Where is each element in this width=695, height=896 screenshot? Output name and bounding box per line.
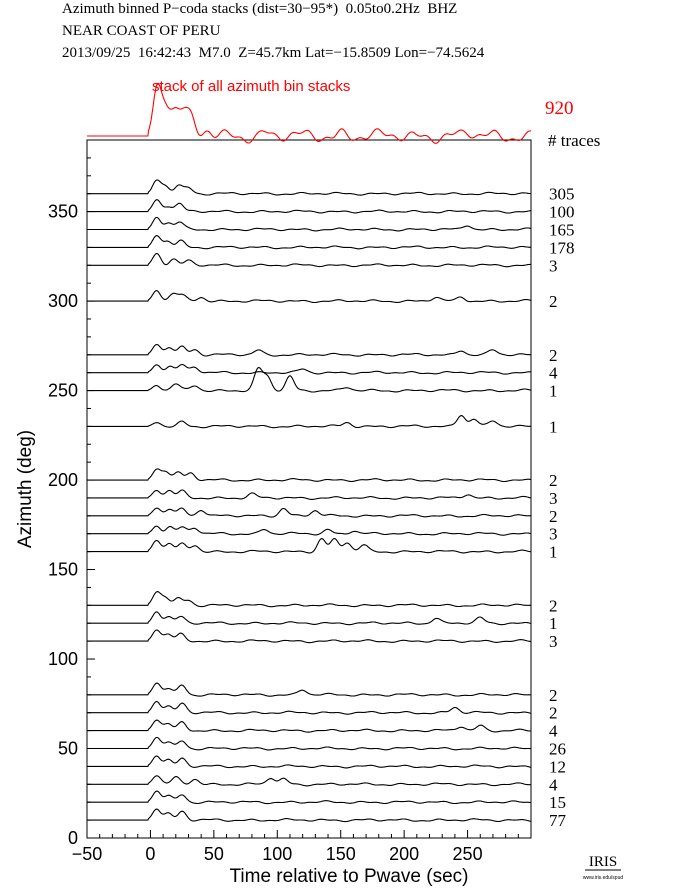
trace-az-360 <box>87 179 532 196</box>
y-tick-label-0: 0 <box>68 828 78 848</box>
trace-az-50 <box>87 736 532 751</box>
trace-az-320 <box>87 252 531 268</box>
trace-az-330 <box>87 235 531 250</box>
header-line-3: 2013/09/25 16:42:43 M7.0 Z=45.7km Lat=−1… <box>62 45 485 61</box>
y-axis-label: Azimuth (deg) <box>15 430 36 548</box>
trace-count-az-340: 165 <box>549 221 575 240</box>
y-tick-label-250: 250 <box>48 381 78 401</box>
trace-count-az-80: 2 <box>549 686 558 705</box>
trace-az-80 <box>87 682 531 697</box>
iris-logo: IRIS www.iris.edu/spud <box>583 854 624 881</box>
trace-count-az-300: 2 <box>549 292 558 311</box>
trace-count-az-320: 3 <box>549 256 558 275</box>
trace-az-130 <box>87 591 532 608</box>
trace-az-20 <box>87 790 532 805</box>
trace-count-az-20: 15 <box>549 793 566 812</box>
trace-count-az-350: 100 <box>549 203 575 222</box>
x-tick-label-50: 50 <box>204 844 224 864</box>
top-stack-count: 920 <box>545 98 574 119</box>
x-tick-label-150: 150 <box>326 844 356 864</box>
trace-count-az-170: 3 <box>549 525 558 544</box>
trace-az-170 <box>87 525 532 536</box>
y-tick-label-150: 150 <box>48 560 78 580</box>
trace-az-350 <box>87 199 531 214</box>
trace-az-300 <box>87 290 532 304</box>
trace-az-260 <box>87 363 532 375</box>
trace-count-az-30: 4 <box>549 775 558 794</box>
trace-az-10 <box>87 808 532 823</box>
trace-count-az-120: 1 <box>549 614 558 633</box>
top-stack-group: stack of all azimuth bin stacks 920 # trac… <box>87 78 600 150</box>
axes-group: −50 0 50 100 150 200 250050100150200250300350T… <box>15 157 519 887</box>
trace-count-az-110: 3 <box>549 632 558 651</box>
y-tick-label-300: 300 <box>48 291 78 311</box>
y-tick-label-100: 100 <box>48 649 78 669</box>
y-tick-label-350: 350 <box>48 202 78 222</box>
x-axis-label: Time relative to Pwave (sec) <box>230 866 469 887</box>
trace-count-az-330: 178 <box>549 238 575 257</box>
trace-az-230 <box>87 415 531 429</box>
x-tick-label-0: 0 <box>145 844 155 864</box>
top-stack-trace <box>87 82 532 144</box>
x-tick-label-100: 100 <box>262 844 292 864</box>
plot-border <box>86 139 532 839</box>
trace-count-az-160: 1 <box>549 543 558 562</box>
top-stack-label: stack of all azimuth bin stacks <box>152 78 350 95</box>
x-tick-label-200: 200 <box>389 844 419 864</box>
header-line-2: NEAR COAST OF PERU <box>62 23 221 39</box>
trace-az-270 <box>87 343 532 357</box>
y-tick-label-200: 200 <box>48 470 78 490</box>
trace-count-az-260: 4 <box>549 364 558 383</box>
trace-az-120 <box>87 611 532 626</box>
trace-count-az-270: 2 <box>549 346 558 365</box>
trace-az-40 <box>87 755 532 769</box>
traces-header: # traces <box>548 131 600 150</box>
trace-count-az-190: 3 <box>549 489 558 508</box>
trace-count-az-360: 305 <box>549 185 575 204</box>
plot-frame <box>86 139 532 839</box>
iris-logo-text: IRIS <box>589 854 617 870</box>
trace-count-az-200: 2 <box>549 471 558 490</box>
trace-az-70 <box>87 700 532 715</box>
trace-az-110 <box>87 629 531 644</box>
trace-count-az-40: 12 <box>549 757 566 776</box>
trace-count-az-250: 1 <box>549 382 558 401</box>
y-tick-label-50: 50 <box>58 739 78 759</box>
trace-az-60 <box>87 719 531 733</box>
trace-count-az-230: 1 <box>549 417 558 436</box>
trace-count-az-180: 2 <box>549 507 558 526</box>
trace-az-30 <box>87 775 532 787</box>
trace-count-az-10: 77 <box>549 811 567 830</box>
trace-count-az-70: 2 <box>549 704 558 723</box>
trace-az-190 <box>87 489 532 500</box>
trace-az-340 <box>87 216 532 232</box>
trace-count-az-60: 4 <box>549 722 558 741</box>
x-tick-label--50: −50 <box>72 844 103 864</box>
iris-logo-sub: www.iris.edu/spud <box>583 875 624 881</box>
header-line-1: Azimuth binned P−coda stacks (dist=30−95… <box>62 1 458 17</box>
trace-az-180 <box>87 507 531 518</box>
trace-count-az-50: 26 <box>549 740 566 759</box>
x-tick-label-250: 250 <box>453 844 483 864</box>
trace-az-250 <box>87 367 532 393</box>
trace-az-160 <box>87 538 532 554</box>
trace-count-az-130: 2 <box>549 596 558 615</box>
trace-az-200 <box>87 468 532 483</box>
